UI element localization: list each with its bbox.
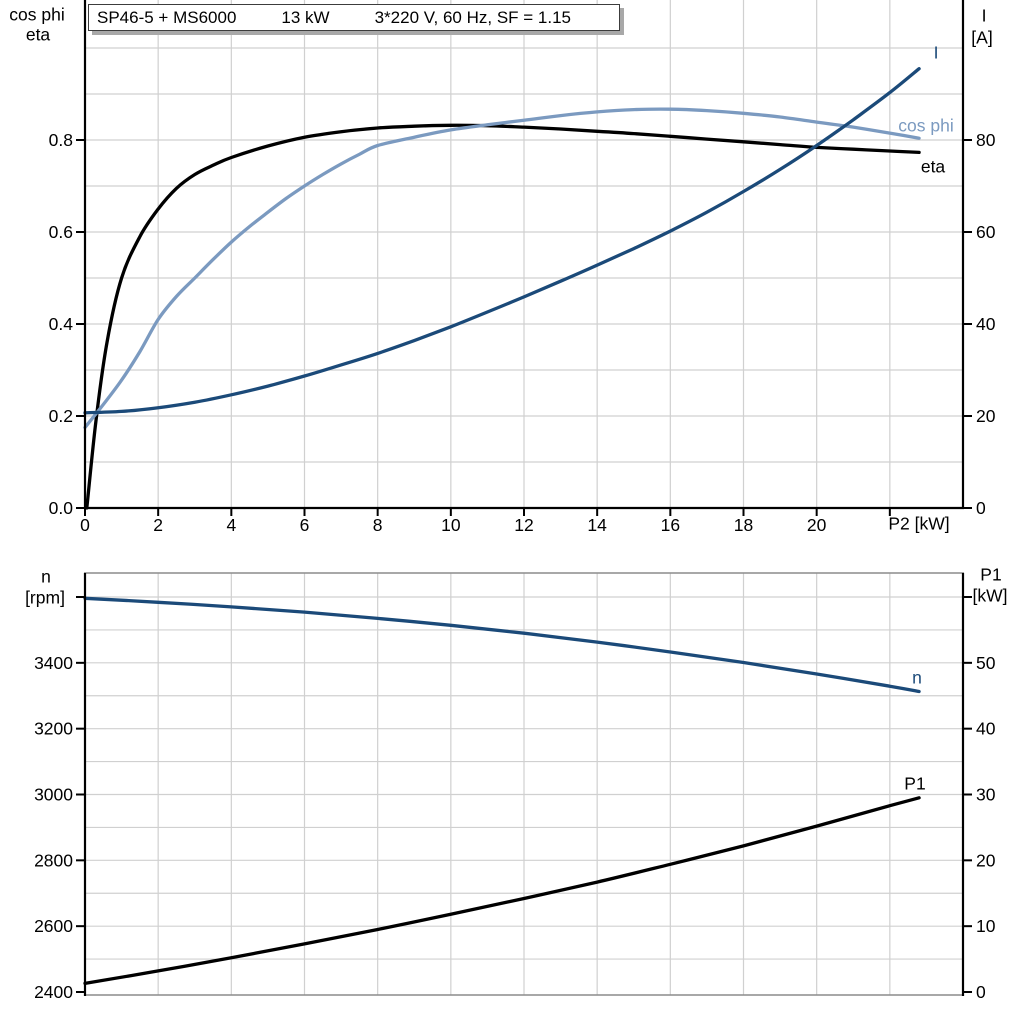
- x-tick-label: 6: [300, 515, 310, 535]
- gridlines-layer-1: [85, 573, 963, 995]
- x-tick-label: 0: [80, 515, 90, 535]
- right-tick-label: 10: [976, 916, 996, 936]
- right-tick-label: 60: [976, 222, 996, 242]
- left-tick-label: 3200: [34, 719, 73, 739]
- x-tick-label: 12: [514, 515, 533, 535]
- left-tick-label: 0.4: [49, 314, 74, 334]
- left-axis-unit-rpm: [rpm]: [25, 587, 65, 608]
- right-tick-label: 40: [976, 719, 996, 739]
- right-tick-label: 40: [976, 314, 996, 334]
- right-axis-unit-kw: [kW]: [972, 585, 1008, 606]
- right-tick-label: 20: [976, 850, 996, 870]
- left-tick-label: 0.0: [49, 498, 74, 518]
- x-tick-label: 2: [153, 515, 163, 535]
- left-axis-label-cosphi: cos phi: [9, 4, 65, 25]
- x-tick-label: 14: [587, 515, 607, 535]
- x-tick-label: 4: [226, 515, 236, 535]
- curve-I: [83, 67, 921, 415]
- left-tick-label: 3000: [34, 784, 73, 804]
- curve-label-current: I: [933, 42, 939, 63]
- curve-label-cosphi: cos phi: [898, 115, 954, 136]
- left-axis-label-speed: n: [41, 566, 51, 587]
- curve-label-eta: eta: [920, 156, 946, 177]
- right-tick-label: 50: [976, 653, 996, 673]
- left-tick-label: 3400: [34, 653, 73, 673]
- left-axis-label-eta: eta: [25, 24, 51, 45]
- right-axis-label-current: I: [981, 5, 987, 26]
- title-power: 13 kW: [281, 7, 330, 27]
- right-tick-label: 80: [976, 130, 996, 150]
- left-tick-label: 2800: [34, 850, 73, 870]
- x-tick-label: 16: [661, 515, 680, 535]
- right-tick-label: 30: [976, 785, 996, 805]
- right-tick-label: 0: [976, 498, 986, 518]
- x-tick-label: 10: [441, 515, 461, 535]
- left-tick-label: 0.8: [49, 130, 73, 150]
- tick-labels-layer-0: 0.0 0.2 0.4 0.6 0.8 0 20 40 60 80 0 2 4 6 8 10 12 14 16 18 2…: [49, 130, 996, 535]
- x-axis-label-p2: P2 [kW]: [888, 513, 950, 534]
- axes-layer-0: [76, 0, 972, 516]
- curves-layer-1: [83, 596, 921, 986]
- left-tick-label: 0.2: [49, 406, 73, 426]
- right-axis-unit-amps: [A]: [971, 27, 993, 48]
- title-electrical: 3*220 V, 60 Hz, SF = 1.15: [374, 7, 572, 27]
- right-axis-label-p1: P1: [980, 564, 1002, 585]
- curve-label-p1: P1: [904, 773, 926, 794]
- curve-cos-phi: [83, 107, 921, 430]
- x-tick-label: 8: [373, 515, 383, 535]
- curve-n: [83, 596, 921, 694]
- title-model: SP46-5 + MS6000: [97, 7, 237, 27]
- right-tick-label: 20: [976, 406, 996, 426]
- curves-layer-0: [83, 67, 921, 510]
- right-tick-label: 0: [976, 982, 986, 1002]
- gridlines-layer-0: [85, 0, 963, 508]
- axes-layer-1: [76, 572, 972, 996]
- curve-label-speed: n: [912, 667, 922, 688]
- left-tick-label: 2400: [34, 982, 73, 1002]
- x-tick-label: 18: [734, 515, 753, 535]
- left-tick-label: 2600: [34, 916, 73, 936]
- tick-labels-layer-1: 2400 2600 2800 3000 3200 3400 0 10 20 30 40 50: [34, 653, 996, 1002]
- chart-title-box: SP46-5 + MS6000 13 kW 3*220 V, 60 Hz, SF…: [88, 4, 620, 31]
- curve-eta: [85, 123, 921, 510]
- curve-P1: [83, 796, 921, 986]
- left-tick-label: 0.6: [49, 222, 73, 242]
- x-tick-label: 20: [807, 515, 827, 535]
